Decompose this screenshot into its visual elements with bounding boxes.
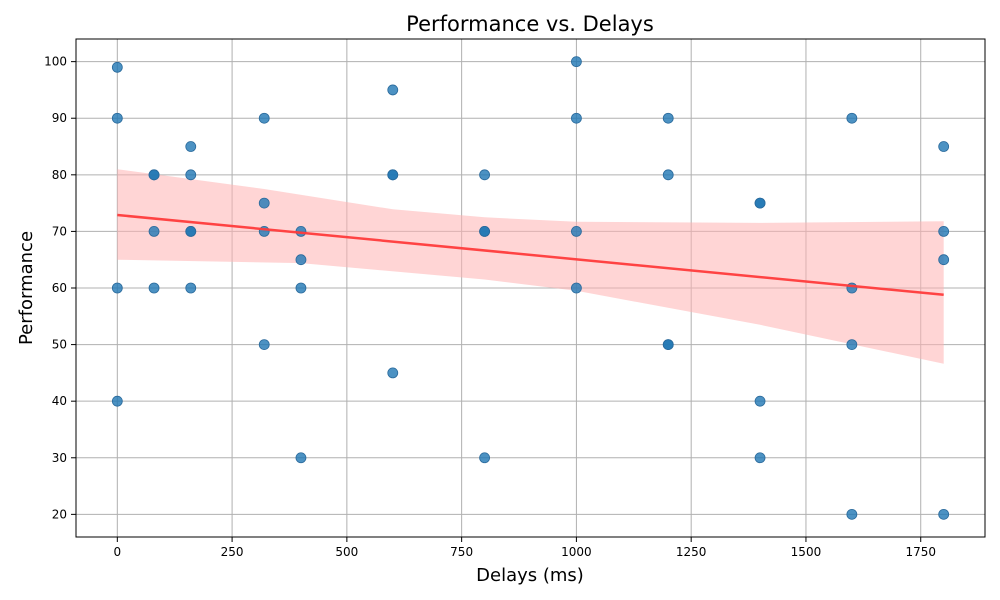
- y-tick-label: 20: [52, 507, 67, 521]
- y-tick-label: 70: [52, 224, 67, 238]
- x-tick-label: 250: [221, 545, 244, 559]
- data-point: [148, 169, 160, 181]
- data-point: [479, 226, 490, 237]
- data-point: [479, 452, 490, 464]
- data-point: [662, 112, 674, 124]
- data-point: [754, 452, 766, 464]
- y-axis-ticks: 20 30 40 50 60 70 80 90 100: [44, 55, 76, 521]
- data-point: [185, 226, 197, 237]
- x-axis-ticks: 0 250 500 750 1000 1250 1500 1750: [113, 537, 936, 559]
- y-tick-label: 30: [52, 451, 67, 465]
- data-point: [258, 197, 270, 209]
- y-tick-label: 50: [52, 338, 67, 352]
- x-tick-label: 1250: [676, 545, 707, 559]
- data-point: [571, 56, 582, 68]
- x-tick-label: 0: [113, 545, 121, 559]
- data-point: [258, 112, 270, 124]
- x-axis-label: Delays (ms): [476, 565, 584, 586]
- data-point: [571, 112, 582, 124]
- data-point: [938, 141, 950, 152]
- data-point: [754, 197, 766, 209]
- chart-title: Performance vs. Delays: [406, 12, 654, 36]
- data-point: [387, 169, 399, 181]
- data-point: [662, 169, 674, 181]
- y-tick-label: 100: [44, 55, 67, 69]
- data-point: [111, 112, 123, 124]
- data-point: [111, 282, 123, 294]
- data-point: [754, 395, 766, 407]
- data-point: [387, 367, 399, 379]
- data-point: [846, 339, 858, 350]
- x-tick-label: 750: [450, 545, 473, 559]
- x-tick-label: 500: [335, 545, 358, 559]
- data-point: [295, 254, 307, 266]
- data-point: [185, 141, 197, 152]
- x-tick-label: 1750: [905, 545, 936, 559]
- data-point: [662, 339, 674, 350]
- data-point: [111, 395, 123, 407]
- data-point: [148, 282, 160, 294]
- x-tick-label: 1500: [791, 545, 822, 559]
- data-point: [295, 452, 307, 464]
- data-point: [258, 339, 270, 350]
- data-point: [571, 282, 582, 294]
- y-tick-label: 60: [52, 281, 67, 295]
- regression-line: [117, 213, 944, 297]
- regression-line-layer: [117, 213, 944, 297]
- data-point: [938, 254, 950, 266]
- x-tick-label: 1000: [561, 545, 592, 559]
- data-point: [571, 226, 582, 237]
- data-point: [185, 169, 197, 181]
- data-point: [111, 61, 123, 73]
- data-point: [846, 112, 858, 124]
- y-tick-label: 90: [52, 111, 67, 125]
- data-point: [846, 508, 858, 520]
- y-axis-label: Performance: [16, 231, 37, 345]
- data-point: [387, 84, 399, 96]
- data-point: [185, 282, 197, 294]
- data-point: [148, 226, 160, 237]
- data-point: [479, 169, 490, 181]
- y-tick-label: 80: [52, 168, 67, 182]
- confidence-band-layer: [117, 169, 944, 364]
- data-point: [938, 508, 950, 520]
- data-point: [295, 282, 307, 294]
- y-tick-label: 40: [52, 394, 67, 408]
- confidence-band: [117, 169, 944, 364]
- data-point: [938, 226, 950, 237]
